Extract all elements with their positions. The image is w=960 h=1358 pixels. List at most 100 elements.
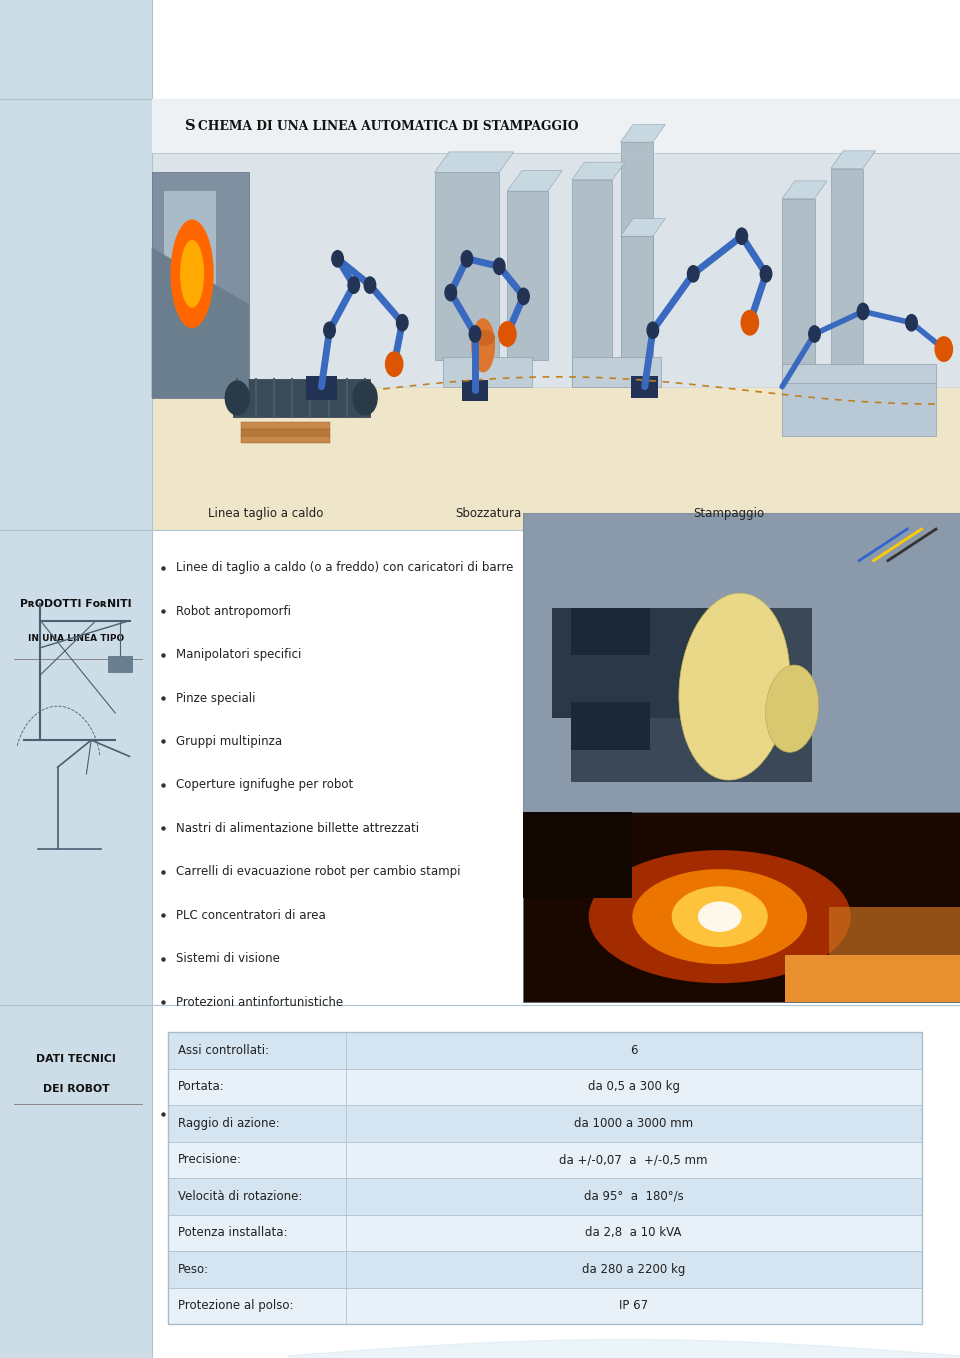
Bar (828, 907, 960, 1002)
Ellipse shape (471, 318, 495, 372)
Bar (571, 702, 650, 750)
Bar (241, 429, 329, 436)
Text: Sbozzatura: Sbozzatura (455, 507, 521, 520)
Text: IN UNA LINEA TIPO: IN UNA LINEA TIPO (28, 634, 124, 642)
Text: DEI ROBOT: DEI ROBOT (42, 1084, 109, 1095)
Ellipse shape (171, 220, 214, 329)
Text: Assi controllati:: Assi controllati: (178, 1044, 269, 1057)
Bar (168, 1287, 922, 1324)
Text: da 2,8  a 10 kVA: da 2,8 a 10 kVA (586, 1226, 682, 1240)
Circle shape (741, 311, 758, 335)
Text: Precisione:: Precisione: (178, 1153, 242, 1167)
Bar (782, 198, 814, 387)
Circle shape (461, 251, 472, 268)
Text: Gruppi multipinza: Gruppi multipinza (176, 735, 282, 748)
Text: CHEMA DI UNA LINEA AUTOMATICA DI STAMPAGGIO: CHEMA DI UNA LINEA AUTOMATICA DI STAMPAG… (198, 120, 578, 133)
Bar (108, 656, 132, 672)
Ellipse shape (588, 850, 851, 983)
Polygon shape (152, 247, 249, 398)
Bar (152, 153, 960, 387)
Ellipse shape (471, 330, 495, 346)
Text: Manipolatori specifici: Manipolatori specifici (176, 648, 301, 661)
Bar (507, 191, 548, 360)
Text: Magazzini automatici per stampi: Magazzini automatici per stampi (176, 1107, 370, 1120)
Polygon shape (507, 171, 563, 191)
Bar (620, 236, 653, 387)
Text: Linee di taglio a caldo (o a freddo) con caricatori di barre: Linee di taglio a caldo (o a freddo) con… (176, 561, 513, 574)
Circle shape (396, 315, 408, 331)
Bar (168, 1177, 922, 1214)
Bar (168, 1251, 922, 1287)
Text: da 280 a 2200 kg: da 280 a 2200 kg (582, 1263, 685, 1275)
Bar (152, 387, 960, 530)
Text: Coperture ignifughe per robot: Coperture ignifughe per robot (176, 778, 353, 792)
Bar (830, 168, 863, 387)
Bar (241, 436, 329, 443)
Polygon shape (435, 152, 514, 172)
Text: Pinze speciali: Pinze speciali (176, 691, 255, 705)
Bar (168, 1105, 922, 1142)
Bar (443, 357, 532, 387)
Bar (0, 0, 152, 1358)
Text: Velocità di rotazione:: Velocità di rotazione: (178, 1190, 302, 1203)
Bar (523, 812, 960, 1002)
Circle shape (445, 284, 457, 300)
Text: Protezioni antinfortunistiche: Protezioni antinfortunistiche (176, 995, 343, 1009)
Circle shape (353, 382, 377, 416)
Bar (168, 1214, 922, 1251)
Bar (232, 379, 370, 417)
Bar (152, 0, 960, 99)
Circle shape (760, 266, 772, 282)
Text: da 0,5 a 300 kg: da 0,5 a 300 kg (588, 1081, 680, 1093)
Text: A Cᴏᴍᴘʜᴇᴍᴇɴᴛᴏ: A Cᴏᴍᴘʜᴇᴍᴇɴᴛᴏ (169, 1069, 270, 1082)
Ellipse shape (765, 665, 819, 752)
Text: Linea taglio a caldo: Linea taglio a caldo (208, 507, 324, 520)
Ellipse shape (633, 869, 807, 964)
Circle shape (386, 352, 403, 376)
Text: S: S (185, 120, 196, 133)
Bar (571, 608, 650, 655)
Text: Portata:: Portata: (178, 1081, 225, 1093)
Text: IP 67: IP 67 (619, 1300, 648, 1312)
Bar (572, 357, 660, 387)
Bar (152, 1005, 960, 1331)
Text: PʀODOTTI FᴏʀNITI: PʀODOTTI FᴏʀNITI (20, 599, 132, 610)
Ellipse shape (679, 593, 790, 779)
Polygon shape (620, 219, 665, 236)
Circle shape (808, 326, 820, 342)
Circle shape (736, 228, 748, 244)
Bar (306, 376, 337, 401)
Text: Nastri di alimentazione billette attrezzati: Nastri di alimentazione billette attrezz… (176, 822, 419, 835)
Text: Peso:: Peso: (178, 1263, 208, 1275)
Text: Sistemi di visione: Sistemi di visione (176, 952, 279, 966)
Polygon shape (782, 181, 827, 198)
Text: da +/-0,07  a  +/-0,5 mm: da +/-0,07 a +/-0,5 mm (560, 1153, 708, 1167)
Circle shape (498, 322, 516, 346)
Text: Raggio di azione:: Raggio di azione: (178, 1116, 279, 1130)
Bar (571, 608, 811, 781)
Circle shape (517, 288, 529, 304)
Text: PLC concentratori di area: PLC concentratori di area (176, 909, 325, 922)
Bar (552, 608, 727, 718)
Circle shape (493, 258, 505, 274)
Ellipse shape (180, 240, 204, 308)
Polygon shape (572, 162, 625, 179)
Bar (782, 364, 936, 387)
Ellipse shape (672, 887, 768, 947)
Text: da 1000 a 3000 mm: da 1000 a 3000 mm (574, 1116, 693, 1130)
Circle shape (324, 322, 335, 338)
Bar (152, 172, 249, 398)
Circle shape (469, 326, 481, 342)
Text: Protezione al polso:: Protezione al polso: (178, 1300, 293, 1312)
Text: Carrelli di evacuazione robot per cambio stampi: Carrelli di evacuazione robot per cambio… (176, 865, 460, 879)
Circle shape (364, 277, 375, 293)
Bar (168, 1142, 922, 1177)
Bar (572, 179, 612, 387)
Bar (523, 513, 960, 828)
Circle shape (647, 322, 659, 338)
Bar (462, 380, 489, 402)
Bar (152, 530, 960, 1005)
Bar (632, 376, 659, 398)
Text: da 95°  a  180°/s: da 95° a 180°/s (584, 1190, 684, 1203)
Text: DATI TECNICI: DATI TECNICI (36, 1054, 116, 1065)
